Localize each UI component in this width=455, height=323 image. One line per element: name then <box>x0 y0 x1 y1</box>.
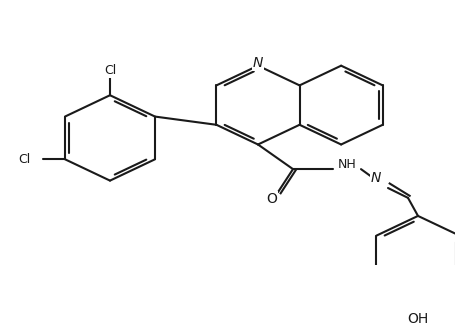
Text: OH: OH <box>407 312 429 323</box>
Text: Cl: Cl <box>19 153 31 166</box>
Text: N: N <box>253 56 263 70</box>
Text: NH: NH <box>338 158 356 171</box>
Text: N: N <box>371 171 381 185</box>
Text: O: O <box>267 192 278 206</box>
Text: Cl: Cl <box>104 64 116 77</box>
